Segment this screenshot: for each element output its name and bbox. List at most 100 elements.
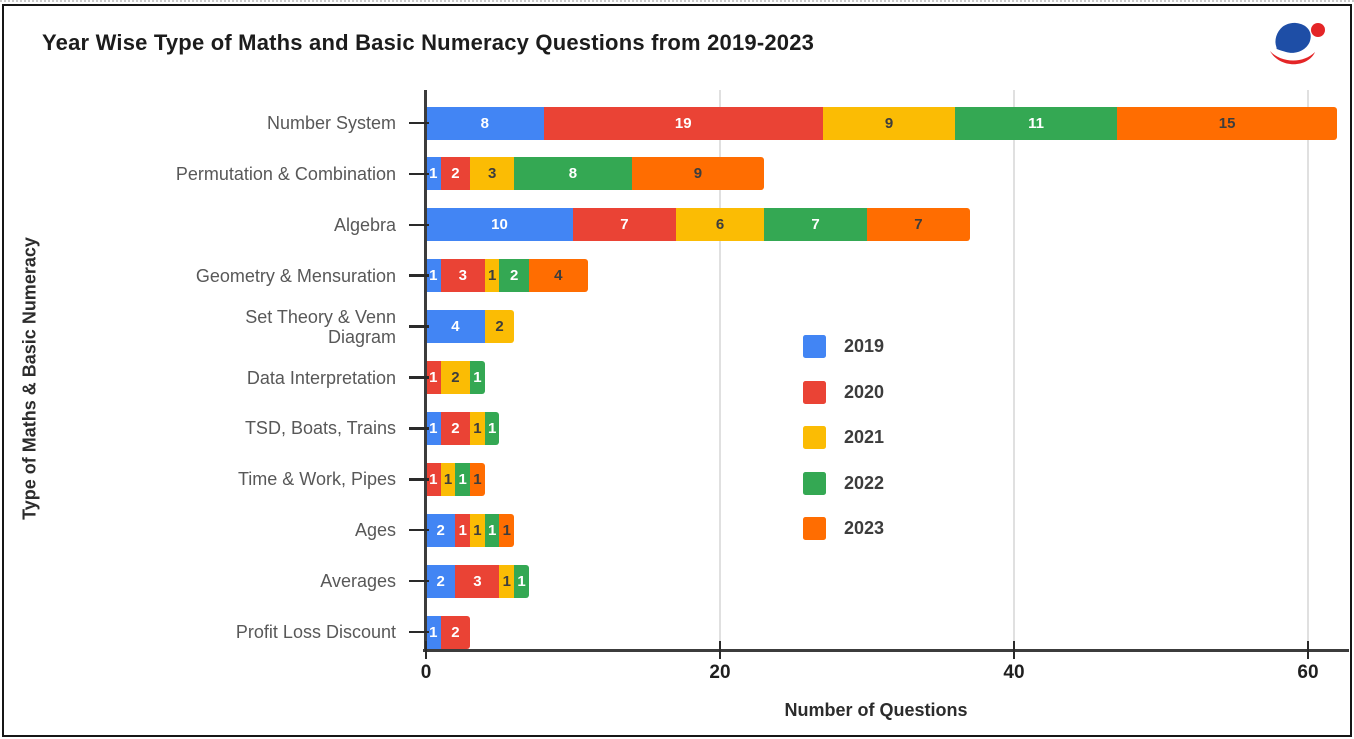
bar-segment-2021: 9: [822, 106, 956, 140]
bar-segment-2019: 2: [426, 564, 456, 598]
gridline-60: [1307, 90, 1309, 650]
category-label: Algebra: [333, 214, 396, 235]
category-label: Set Theory & Venn Diagram: [245, 306, 396, 347]
category-tick: [409, 630, 429, 634]
bar-segment-2021: 2: [440, 361, 471, 394]
legend-item-2021: 2021: [803, 426, 884, 449]
bar-segment-2019: 4: [426, 310, 485, 344]
bar-segment-2021: 2: [484, 310, 515, 344]
bar-segment-2021: 1: [440, 462, 456, 496]
top-dotted-divider: [0, 0, 1354, 2]
bar-segment-2023: 9: [631, 157, 765, 191]
bar-row: 8 19 9 11 15: [426, 106, 1338, 140]
bar-segment-2019: 2: [426, 513, 456, 547]
y-axis-title: Type of Maths & Basic Numeracy: [19, 237, 40, 520]
category-label: Profit Loss Discount: [235, 622, 396, 642]
bar-segment-2023: 7: [866, 208, 970, 242]
category-label: Averages: [320, 571, 396, 592]
bar-row: 10 7 6 7 7: [426, 208, 970, 242]
bar-segment-2023: 1: [499, 513, 515, 547]
legend-swatch-icon: [803, 471, 826, 495]
bar-segment-2020: 2: [440, 157, 471, 191]
bar-segment-2021: 6: [675, 208, 765, 242]
bar-segment-2023: 15: [1116, 106, 1338, 140]
x-tick-label-60: 60: [1297, 662, 1319, 683]
bar-segment-2020: 3: [455, 564, 500, 598]
bar-segment-2020: 7: [573, 208, 676, 242]
category-tick: [409, 376, 429, 379]
legend-swatch-icon: [803, 517, 826, 540]
category-label: Ages: [354, 520, 396, 541]
bar-segment-2020: 1: [455, 513, 471, 547]
legend-label: 2019: [844, 336, 885, 356]
bar-segment-2019: 8: [426, 106, 544, 140]
category-label: Geometry & Mensuration: [195, 265, 396, 286]
bar-segment-2023: 1: [470, 462, 485, 496]
brand-logo-icon: [1270, 22, 1325, 65]
category-tick: [409, 121, 429, 125]
bar-segment-2022: 1: [455, 462, 471, 496]
bar-segment-2019: 1: [426, 615, 441, 649]
chart-title: Year Wise Type of Maths and Basic Numera…: [42, 30, 815, 55]
category-tick: [409, 223, 429, 227]
bar-segment-2022: 1: [470, 361, 485, 394]
gridline-40: [1013, 90, 1015, 650]
legend-item-2019: 2019: [803, 335, 884, 358]
category-label: Permutation & Combination: [175, 163, 396, 184]
category-tick: [409, 325, 429, 328]
bar-segment-2019: 1: [426, 259, 441, 293]
bar-segment-2020: 1: [426, 361, 441, 394]
bar-segment-2020: 1: [426, 462, 441, 496]
category-label: Data Interpretation: [246, 367, 396, 388]
legend-label: 2023: [844, 518, 885, 538]
category-label: Number System: [266, 113, 396, 133]
bar-segment-2020: 19: [543, 106, 823, 140]
legend-item-2022: 2022: [803, 471, 885, 495]
category-tick: [409, 427, 429, 430]
category-label: TSD, Boats, Trains: [244, 418, 396, 439]
category-tick: [409, 528, 429, 532]
category-tick: [409, 172, 429, 176]
x-tick-label-20: 20: [709, 662, 731, 683]
x-axis-title: Number of Questions: [784, 700, 968, 720]
bar-segment-2020: 3: [440, 259, 485, 293]
x-axis-tick-40: [1012, 641, 1016, 659]
x-axis-tick-60: [1306, 641, 1310, 659]
legend-label: 2021: [844, 427, 885, 447]
legend-swatch-icon: [803, 380, 826, 404]
legend-item-2020: 2020: [803, 380, 884, 404]
plot-area: 2019 2020 2021 2022 2023 0 20 40 60 Number Syste…: [176, 90, 1349, 683]
x-axis-tick-0: [424, 641, 428, 659]
bar-segment-2019: 10: [426, 208, 573, 242]
x-axis-line: [423, 649, 1349, 652]
bar-segment-2022: 8: [514, 157, 632, 191]
bar-segment-2019: 1: [426, 157, 441, 191]
category-tick: [409, 478, 429, 481]
category-tick: [409, 579, 429, 583]
legend-swatch-icon: [803, 335, 826, 358]
category-tick: [409, 274, 429, 277]
legend-label: 2022: [844, 472, 885, 493]
bar-segment-2022: 11: [955, 106, 1117, 140]
bar-segment-2022: 1: [514, 564, 529, 598]
legend: 2019 2020 2021 2022 2023: [803, 335, 884, 563]
bar-segment-2021: 1: [499, 564, 515, 598]
x-tick-label-40: 40: [1003, 662, 1025, 683]
bar-segment-2022: 1: [484, 411, 500, 445]
bar-segment-2020: 2: [440, 411, 471, 445]
bar-segment-2022: 7: [764, 208, 867, 242]
x-tick-label-0: 0: [420, 662, 432, 683]
y-axis-line: [424, 90, 427, 651]
bar-segment-2021: 1: [470, 411, 485, 445]
gridline-20: [719, 90, 721, 650]
bar-segment-2023: 4: [528, 259, 588, 293]
